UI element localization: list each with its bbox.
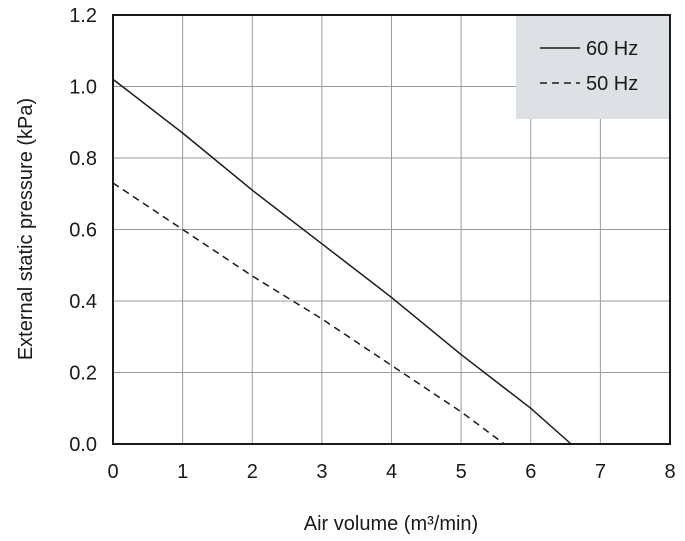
x-tick-label: 2 <box>247 461 258 483</box>
series-layer <box>112 78 572 445</box>
y-tick-labels: 0.0 0.2 0.4 0.6 0.8 1.0 1.2 <box>69 5 97 456</box>
series-line-1 <box>112 182 505 445</box>
x-tick-label: 3 <box>316 461 327 483</box>
x-axis-label: Air volume (m³/min) <box>304 513 478 535</box>
y-tick-label: 0.8 <box>69 148 97 170</box>
legend-label: 50 Hz <box>586 73 638 95</box>
y-tick-label: 1.2 <box>69 5 97 27</box>
y-axis-label: External static pressure (kPa) <box>15 98 37 360</box>
y-tick-label: 1.0 <box>69 77 97 99</box>
y-tick-label: 0.4 <box>69 291 97 313</box>
x-tick-label: 4 <box>386 461 397 483</box>
x-tick-labels: 0 1 2 3 4 5 6 7 8 <box>107 461 675 483</box>
y-tick-label: 0.0 <box>69 434 97 456</box>
grid <box>112 14 671 445</box>
series-line-0 <box>112 78 572 445</box>
legend-label: 60 Hz <box>586 38 638 60</box>
x-tick-label: 5 <box>456 461 467 483</box>
x-tick-label: 8 <box>664 461 675 483</box>
y-tick-label: 0.2 <box>69 363 97 385</box>
legend-box <box>516 16 669 119</box>
plot-frame <box>112 14 671 445</box>
y-tick-label: 0.6 <box>69 220 97 242</box>
x-tick-label: 0 <box>107 461 118 483</box>
legend: 60 Hz 50 Hz <box>516 16 669 119</box>
x-tick-label: 6 <box>525 461 536 483</box>
x-tick-label: 1 <box>177 461 188 483</box>
x-tick-label: 7 <box>595 461 606 483</box>
